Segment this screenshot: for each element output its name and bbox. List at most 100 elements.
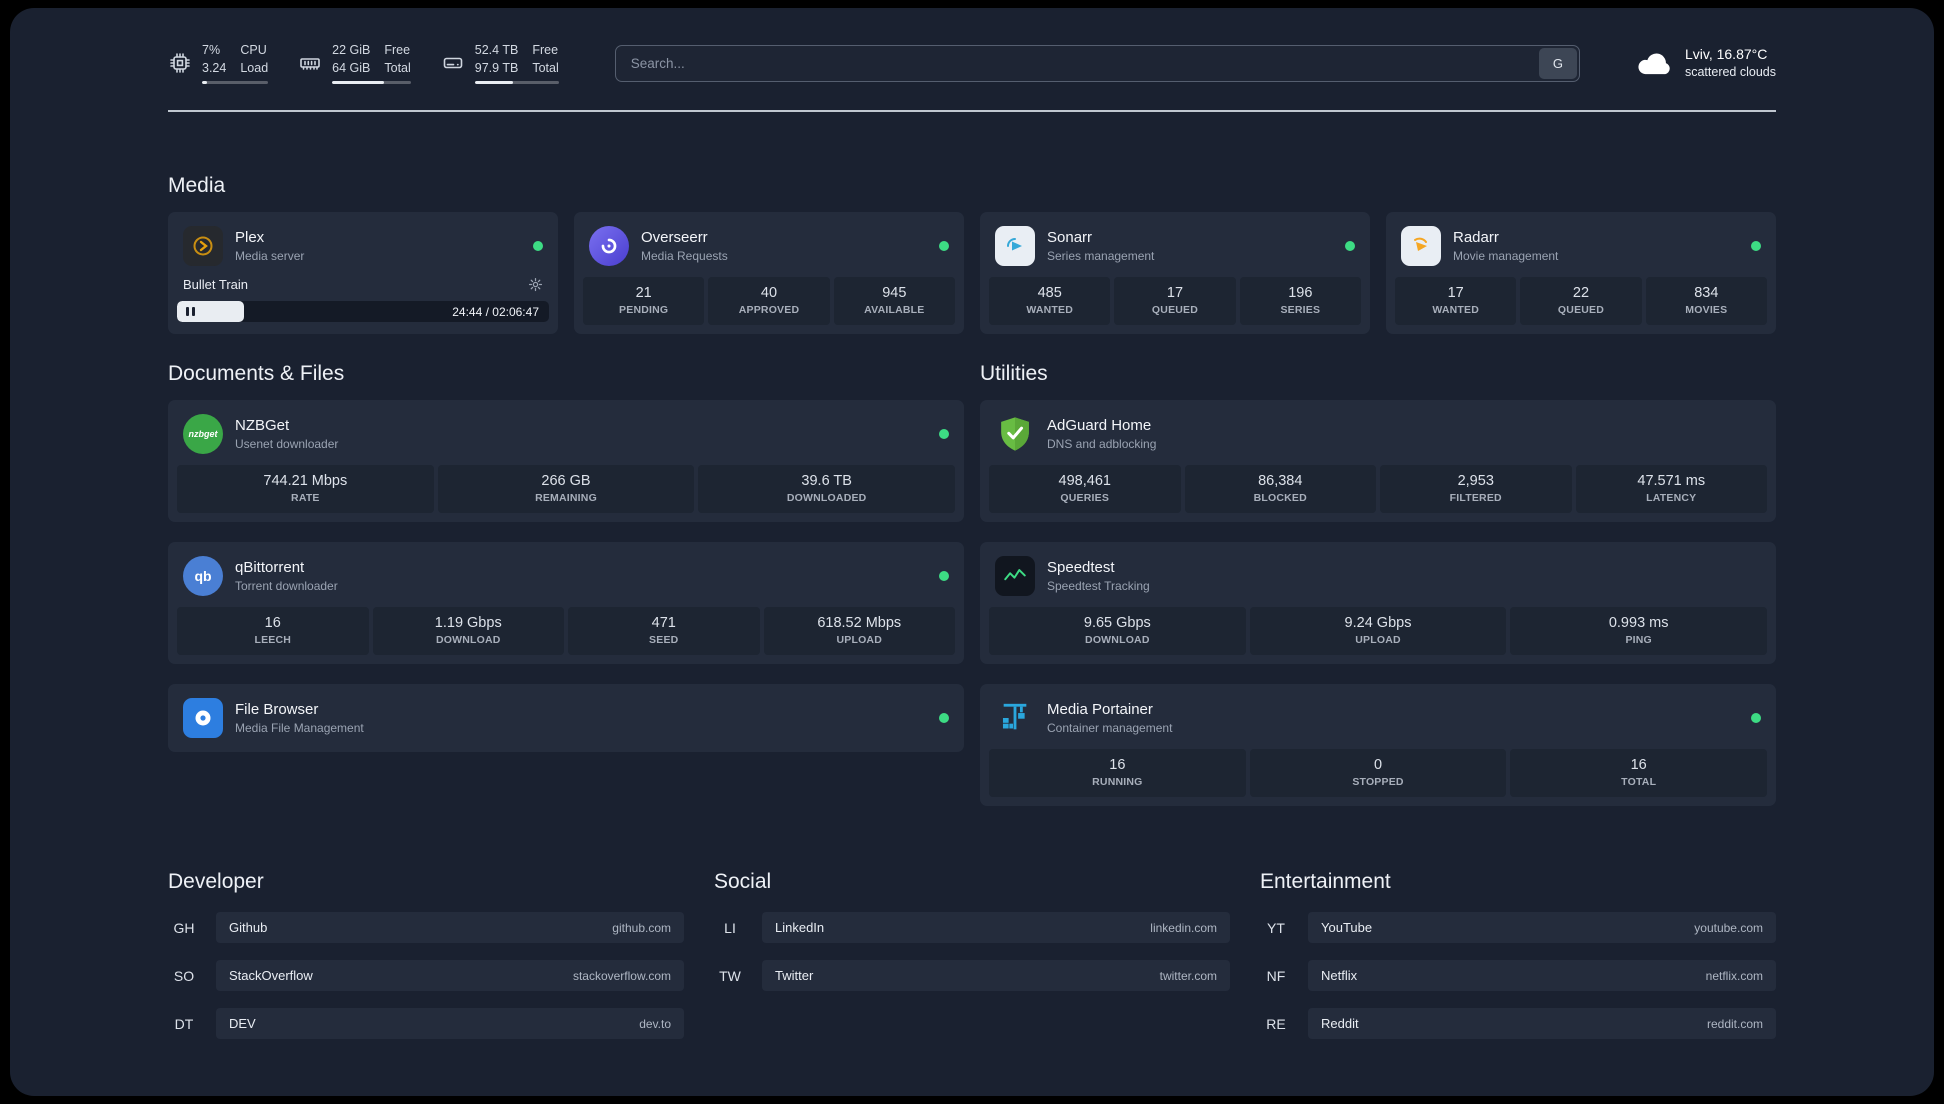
stat-value: 47.571 ms <box>1637 473 1706 489</box>
bookmark-url: stackoverflow.com <box>572 968 671 983</box>
bookmark-name: Github <box>229 920 268 935</box>
status-dot <box>1345 241 1355 251</box>
status-dot <box>939 241 949 251</box>
stat-label: UPLOAD <box>836 634 883 646</box>
service-card-plex[interactable]: Plex Media server Bullet Train <box>168 212 558 334</box>
stat-tile: 485 WANTED <box>989 277 1111 325</box>
bookmark-abbr: TW <box>719 967 741 984</box>
bookmark-dev[interactable]: DT DEV dev.to <box>168 1008 684 1039</box>
stat-tile: 86,384 BLOCKED <box>1184 465 1376 513</box>
bookmark-github[interactable]: GH Github github.com <box>168 912 684 943</box>
service-subtitle: Media File Management <box>235 721 364 735</box>
service-card-portainer[interactable]: Media Portainer Container management 16 … <box>980 684 1776 806</box>
bookmark-group-developer: Developer GH Github github.com SO StackO… <box>168 870 684 1056</box>
bookmark-abbr: RE <box>1266 1015 1286 1032</box>
service-card-qbittorrent[interactable]: qb qBittorrent Torrent downloader 16 <box>168 542 964 664</box>
memory-widget: 22 GiB 64 GiB Free Total <box>298 42 411 84</box>
stat-label: APPROVED <box>738 304 800 316</box>
cpu-load-label: Load <box>240 60 269 75</box>
service-card-speedtest[interactable]: Speedtest Speedtest Tracking 9.65 Gbps D… <box>980 542 1776 664</box>
stat-value: 744.21 Mbps <box>263 473 348 489</box>
section-title-documents: Documents & Files <box>168 362 345 385</box>
service-card-filebrowser[interactable]: File Browser Media File Management <box>168 684 964 752</box>
speedtest-icon <box>995 556 1035 596</box>
bookmark-name: Reddit <box>1321 1016 1359 1031</box>
weather-widget: Lviv, 16.87°C scattered clouds <box>1636 45 1776 81</box>
service-card-radarr[interactable]: Radarr Movie management 17 WANTED 22 QUE… <box>1386 212 1776 334</box>
bookmark-name: Netflix <box>1321 968 1358 983</box>
stat-value: 21 <box>635 285 652 301</box>
stat-label: DOWNLOAD <box>1085 634 1150 646</box>
memory-bar <box>332 81 411 84</box>
section-title-media: Media <box>168 174 226 197</box>
status-dot <box>1751 713 1761 723</box>
stat-value: 9.65 Gbps <box>1083 615 1151 631</box>
bookmark-abbr: DT <box>174 1015 194 1032</box>
bookmark-url: twitter.com <box>1159 968 1217 983</box>
stat-label: QUEUED <box>1557 304 1605 316</box>
memory-free-label: Free <box>384 43 411 57</box>
portainer-icon <box>995 698 1035 738</box>
service-card-nzbget[interactable]: nzbget NZBGet Usenet downloader 744.21 M… <box>168 400 964 522</box>
stat-value: 196 <box>1288 285 1313 301</box>
weather-cloud-icon <box>1638 53 1670 75</box>
gear-icon[interactable] <box>528 277 543 292</box>
service-name: Plex <box>235 229 265 246</box>
service-subtitle: Speedtest Tracking <box>1047 579 1150 593</box>
cpu-percent: 7% <box>202 43 221 57</box>
bookmark-url: netflix.com <box>1705 968 1763 983</box>
stat-tile: 22 QUEUED <box>1520 277 1642 325</box>
cpu-widget: 7% 3.24 CPU Load <box>168 42 269 84</box>
stat-label: LATENCY <box>1646 492 1697 504</box>
status-dot <box>939 571 949 581</box>
weather-location: Lviv, 16.87°C <box>1684 46 1768 63</box>
search-input[interactable] <box>615 45 1537 81</box>
memory-total-label: Total <box>384 60 411 75</box>
stat-label: AVAILABLE <box>864 304 925 316</box>
stat-label: FILTERED <box>1449 492 1502 504</box>
service-card-overseerr[interactable]: Overseerr Media Requests 21 PENDING 40 A… <box>574 212 964 334</box>
service-name: File Browser <box>235 701 319 718</box>
topbar: 7% 3.24 CPU Load <box>168 42 1776 84</box>
bookmark-reddit[interactable]: RE Reddit reddit.com <box>1260 1008 1776 1039</box>
stat-value: 39.6 TB <box>801 473 852 489</box>
service-card-sonarr[interactable]: Sonarr Series management 485 WANTED 17 Q… <box>980 212 1370 334</box>
bookmark-netflix[interactable]: NF Netflix netflix.com <box>1260 960 1776 991</box>
stat-value: 2,953 <box>1457 473 1494 489</box>
stat-tile: 39.6 TB DOWNLOADED <box>698 465 956 513</box>
stat-label: QUERIES <box>1060 492 1110 504</box>
stat-tile: 16 LEECH <box>177 607 369 655</box>
search-engine-button[interactable]: G <box>1538 47 1577 79</box>
bookmark-name: YouTube <box>1321 920 1373 935</box>
section-media: Media Plex Media server <box>168 174 1776 334</box>
playback-progress-bar[interactable]: 24:44 / 02:06:47 <box>177 301 549 322</box>
stat-tile: 266 GB REMAINING <box>437 465 695 513</box>
bookmark-name: StackOverflow <box>229 968 313 983</box>
overseerr-icon <box>589 226 629 266</box>
stat-label: DOWNLOAD <box>435 634 501 646</box>
service-name: Overseerr <box>641 229 708 246</box>
bookmark-stackoverflow[interactable]: SO StackOverflow stackoverflow.com <box>168 960 684 991</box>
pause-icon <box>186 307 189 316</box>
adguard-icon <box>995 414 1035 454</box>
service-subtitle: Series management <box>1047 249 1155 263</box>
dashboard-panel: 7% 3.24 CPU Load <box>10 8 1934 1096</box>
stat-tile: 2,953 FILTERED <box>1380 465 1572 513</box>
bookmark-url: dev.to <box>639 1016 671 1031</box>
bookmark-url: youtube.com <box>1694 920 1763 935</box>
memory-total-value: 64 GiB <box>332 60 371 75</box>
status-dot <box>939 429 949 439</box>
service-card-adguard[interactable]: AdGuard Home DNS and adblocking 498,461 … <box>980 400 1776 522</box>
bookmark-group-social: Social LI LinkedIn linkedin.com TW Twitt… <box>714 870 1230 1056</box>
bookmark-url: github.com <box>612 920 671 935</box>
service-subtitle: Usenet downloader <box>235 437 339 451</box>
stat-label: SEED <box>649 634 679 646</box>
bookmark-youtube[interactable]: YT YouTube youtube.com <box>1260 912 1776 943</box>
bookmark-abbr: YT <box>1267 919 1285 936</box>
stat-tile: 834 MOVIES <box>1645 277 1767 325</box>
stat-value: 16 <box>264 615 281 631</box>
bookmark-group-title: Developer <box>168 870 264 893</box>
bookmark-twitter[interactable]: TW Twitter twitter.com <box>714 960 1230 991</box>
service-name: NZBGet <box>235 417 290 434</box>
bookmark-linkedin[interactable]: LI LinkedIn linkedin.com <box>714 912 1230 943</box>
